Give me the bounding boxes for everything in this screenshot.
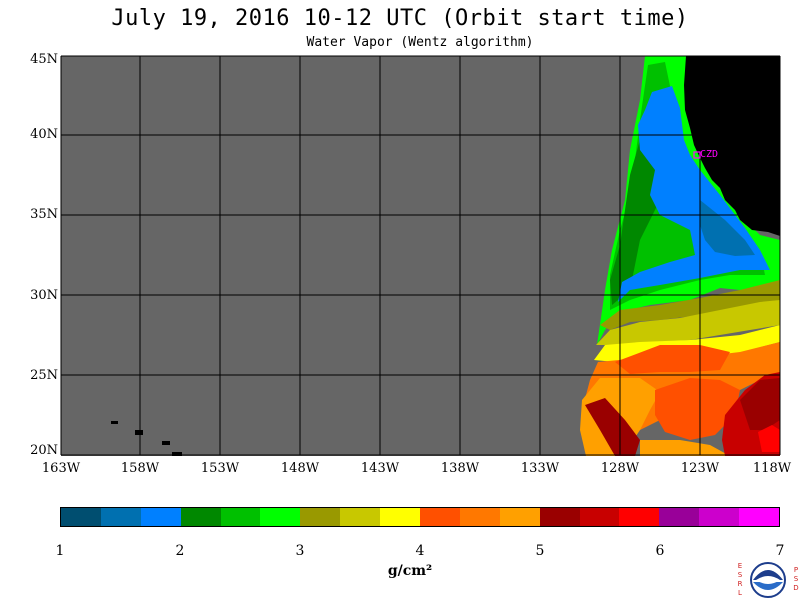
station-icon (693, 151, 701, 159)
vapor-zone-bright-red (758, 425, 780, 452)
colorbar-swatch-11 (459, 508, 500, 526)
map-title: July 19, 2016 10-12 UTC (Orbit start tim… (111, 6, 689, 31)
lat-label-45n: 45N (30, 52, 58, 67)
vapor-zone-olive (600, 280, 780, 330)
colorbar-tick-6: 6 (655, 543, 665, 559)
water-vapor-swath (580, 56, 780, 456)
colorbar-swatch-15 (619, 508, 660, 526)
colorbar-tick-2: 2 (175, 543, 185, 559)
vapor-zone-khaki (596, 300, 780, 345)
hawaii-islands (111, 421, 182, 456)
colorbar-swatch-8 (340, 508, 381, 526)
vapor-zone-core-orange (655, 378, 740, 440)
colorbar-swatch-17 (699, 508, 740, 526)
colorbar-swatch-3 (140, 508, 181, 526)
lon-label-128w: 128W (600, 461, 640, 476)
water-vapor-map: CZD (60, 55, 781, 456)
vapor-zone-dark-green (610, 140, 660, 305)
noaa-esrl-psd-logo: E S R L P S D (738, 562, 799, 598)
svg-text:L: L (738, 589, 742, 597)
svg-text:E: E (738, 562, 742, 570)
colorbar-swatch-2 (100, 508, 141, 526)
lat-label-40n: 40N (30, 127, 58, 142)
lon-label-143w: 143W (360, 461, 400, 476)
land-mass (684, 56, 780, 236)
station-marker-czd: CZD (693, 149, 718, 160)
lat-label-35n: 35N (30, 207, 58, 222)
lon-label-118w: 118W (752, 461, 792, 476)
lat-label-20n: 20N (30, 443, 58, 458)
colorbar-swatch-7 (300, 508, 341, 526)
color-scale-bar (60, 507, 780, 527)
svg-text:R: R (738, 580, 743, 588)
colorbar-swatch-4 (180, 508, 221, 526)
colorbar-swatch-13 (539, 508, 580, 526)
colorbar-tick-7: 7 (775, 543, 785, 559)
colorbar-swatch-10 (420, 508, 460, 526)
lat-label-25n: 25N (30, 368, 58, 383)
colorbar-swatch-12 (499, 508, 540, 526)
vapor-zone-red-orange (615, 345, 730, 374)
lon-label-123w: 123W (680, 461, 720, 476)
lon-label-138w: 138W (440, 461, 480, 476)
colorbar-swatch-14 (579, 508, 620, 526)
lon-label-158w: 158W (120, 461, 160, 476)
lon-label-148w: 148W (280, 461, 320, 476)
lon-label-133w: 133W (520, 461, 560, 476)
lon-label-153w: 153W (200, 461, 240, 476)
colorbar-swatch-18 (739, 508, 780, 526)
colorbar-swatch-5 (220, 508, 261, 526)
colorbar-units: g/cm² (387, 563, 433, 579)
map-subtitle: Water Vapor (Wentz algorithm) (306, 35, 534, 50)
vapor-zone-dark-red (585, 398, 640, 456)
lat-label-30n: 30N (30, 288, 58, 303)
colorbar-swatch-9 (380, 508, 421, 526)
vapor-zone-dark-red-se (740, 378, 780, 430)
colorbar-swatch-16 (659, 508, 700, 526)
svg-text:P: P (794, 566, 798, 574)
colorbar-tick-3: 3 (295, 543, 305, 559)
grid-lines (60, 55, 781, 456)
lon-label-163w: 163W (41, 461, 81, 476)
svg-text:D: D (793, 584, 798, 592)
svg-text:S: S (794, 575, 799, 583)
colorbar-swatch-1 (61, 508, 101, 526)
svg-text:S: S (738, 571, 743, 579)
vapor-zone-light-orange-south (640, 440, 730, 456)
colorbar-tick-4: 4 (415, 543, 425, 559)
colorbar-swatch-6 (260, 508, 301, 526)
colorbar-tick-5: 5 (535, 543, 545, 559)
station-label: CZD (700, 149, 718, 160)
colorbar-tick-1: 1 (55, 543, 65, 559)
vapor-zone-blue-inner (700, 200, 755, 256)
